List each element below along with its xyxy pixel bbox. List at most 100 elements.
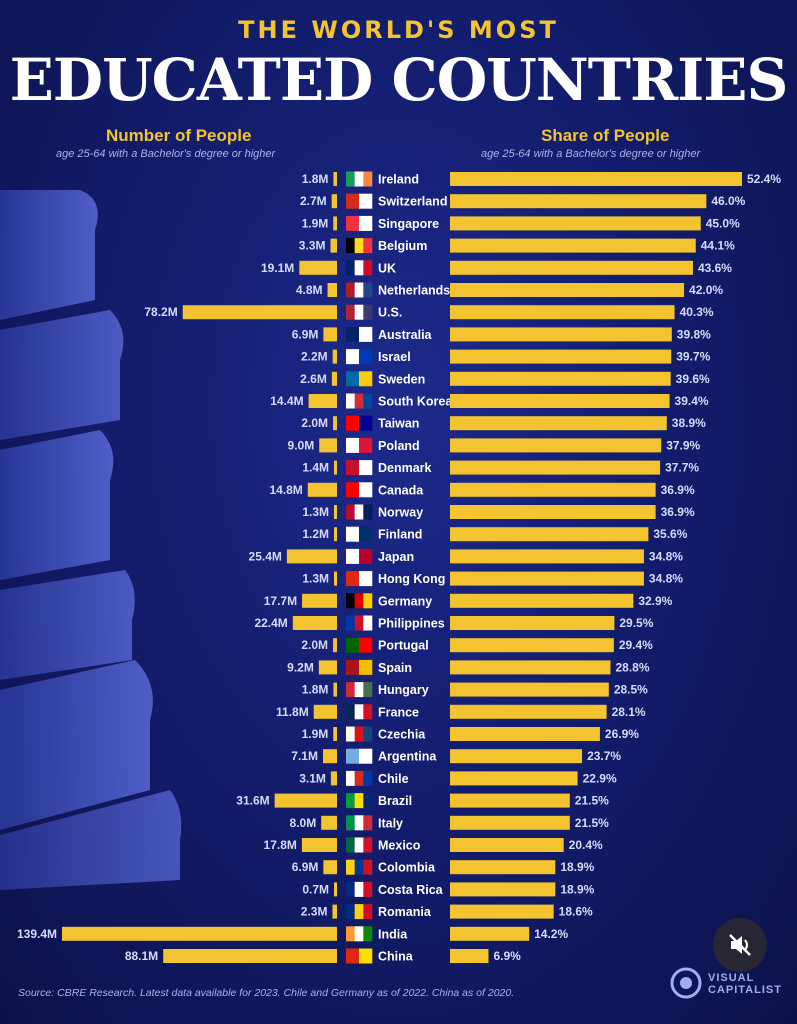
- share-bar: [450, 749, 583, 764]
- share-value-label: 6.9%: [493, 949, 521, 963]
- flag-stripe: [363, 393, 373, 409]
- flag-stripe: [354, 793, 364, 809]
- flag-stripe: [354, 504, 364, 520]
- people-value-label: 2.2M: [301, 350, 328, 364]
- flag-stripe: [346, 548, 360, 564]
- china-flag-icon: [346, 948, 373, 964]
- share-bar: [450, 704, 607, 719]
- flag-stripe: [363, 593, 373, 609]
- share-bar: [450, 815, 570, 830]
- brand-line-2: CAPITALIST: [708, 984, 782, 996]
- flag-stripe: [359, 637, 373, 653]
- flag-stripe: [359, 548, 373, 564]
- mute-button[interactable]: [713, 918, 767, 972]
- country-label: Philippines: [378, 617, 445, 631]
- belgium-flag-icon: [346, 238, 373, 254]
- share-value-label: 42.0%: [689, 283, 723, 297]
- south-korea-flag-icon: [346, 393, 373, 409]
- flag-stripe: [363, 859, 373, 875]
- flag-stripe: [363, 304, 373, 320]
- people-value-label: 14.8M: [269, 483, 302, 497]
- share-bar: [450, 283, 685, 297]
- country-label: Italy: [378, 816, 403, 830]
- left-column-heading: Number of People: [106, 126, 252, 145]
- flag-stripe: [346, 171, 355, 187]
- muted-speaker-icon: [729, 934, 751, 956]
- share-value-label: 43.6%: [698, 261, 732, 275]
- share-value-label: 37.9%: [666, 438, 700, 452]
- share-bar: [450, 682, 609, 697]
- france-flag-icon: [346, 704, 373, 720]
- people-value-label: 2.6M: [300, 372, 327, 386]
- flag-stripe: [354, 904, 364, 920]
- flag-stripe: [359, 948, 373, 964]
- people-bar: [333, 638, 337, 653]
- people-bar: [163, 949, 337, 963]
- spain-flag-icon: [346, 659, 373, 675]
- people-bar: [62, 926, 337, 941]
- flag-stripe: [363, 260, 373, 276]
- hungary-flag-icon: [346, 682, 373, 698]
- share-bar: [450, 593, 634, 608]
- flag-stripe: [359, 349, 373, 365]
- country-label: Czechia: [378, 728, 426, 742]
- flag-stripe: [359, 460, 373, 476]
- share-value-label: 28.1%: [612, 705, 646, 719]
- people-bar: [301, 838, 337, 852]
- share-bar: [450, 349, 672, 364]
- people-bar: [323, 327, 337, 342]
- flag-stripe: [359, 193, 373, 209]
- flag-stripe: [363, 770, 373, 786]
- philippines-flag-icon: [346, 615, 373, 631]
- people-value-label: 1.4M: [302, 461, 329, 475]
- country-label: Denmark: [378, 461, 432, 475]
- share-bar: [450, 638, 614, 653]
- right-column-subheading: age 25-64 with a Bachelor's degree or hi…: [481, 148, 701, 160]
- people-value-label: 3.1M: [299, 771, 326, 785]
- people-bar: [313, 704, 337, 719]
- flag-stripe: [346, 904, 355, 920]
- people-bar: [286, 549, 337, 564]
- share-value-label: 39.4%: [675, 394, 709, 408]
- mexico-flag-icon: [346, 837, 373, 853]
- people-bar: [330, 238, 337, 253]
- page-title: EDUCATED COUNTRIES: [9, 46, 789, 114]
- share-value-label: 40.3%: [680, 305, 714, 319]
- country-label: Costa Rica: [378, 883, 444, 897]
- flag-stripe: [346, 437, 360, 453]
- people-value-label: 1.8M: [302, 683, 329, 697]
- people-bar: [332, 904, 337, 919]
- people-value-label: 2.0M: [301, 638, 328, 652]
- right-column-heading: Share of People: [541, 126, 670, 145]
- flag-stripe: [363, 926, 373, 942]
- visual-capitalist-logo: [670, 967, 702, 999]
- india-flag-icon: [346, 926, 373, 942]
- share-value-label: 18.9%: [560, 860, 594, 874]
- country-label: UK: [378, 261, 396, 275]
- share-value-label: 46.0%: [711, 194, 745, 208]
- country-label: Canada: [378, 483, 424, 497]
- flag-stripe: [346, 504, 355, 520]
- country-label: Germany: [378, 594, 432, 608]
- people-value-label: 78.2M: [144, 305, 177, 319]
- share-value-label: 14.2%: [534, 927, 568, 941]
- flag-stripe: [346, 859, 355, 875]
- share-bar: [450, 838, 564, 852]
- people-value-label: 22.4M: [254, 616, 287, 630]
- israel-flag-icon: [346, 349, 373, 365]
- flag-stripe: [354, 304, 364, 320]
- people-bar: [331, 371, 337, 386]
- brazil-flag-icon: [346, 793, 373, 809]
- australia-flag-icon: [346, 326, 373, 342]
- people-bar: [334, 505, 337, 519]
- country-label: Ireland: [378, 173, 419, 187]
- people-bar: [330, 771, 337, 786]
- people-value-label: 14.4M: [270, 394, 303, 408]
- czechia-flag-icon: [346, 726, 373, 742]
- people-value-label: 2.0M: [301, 416, 328, 430]
- share-value-label: 36.9%: [661, 505, 695, 519]
- country-label: Belgium: [378, 239, 427, 253]
- flag-stripe: [359, 437, 373, 453]
- flag-stripe: [354, 726, 364, 742]
- flag-stripe: [359, 371, 373, 387]
